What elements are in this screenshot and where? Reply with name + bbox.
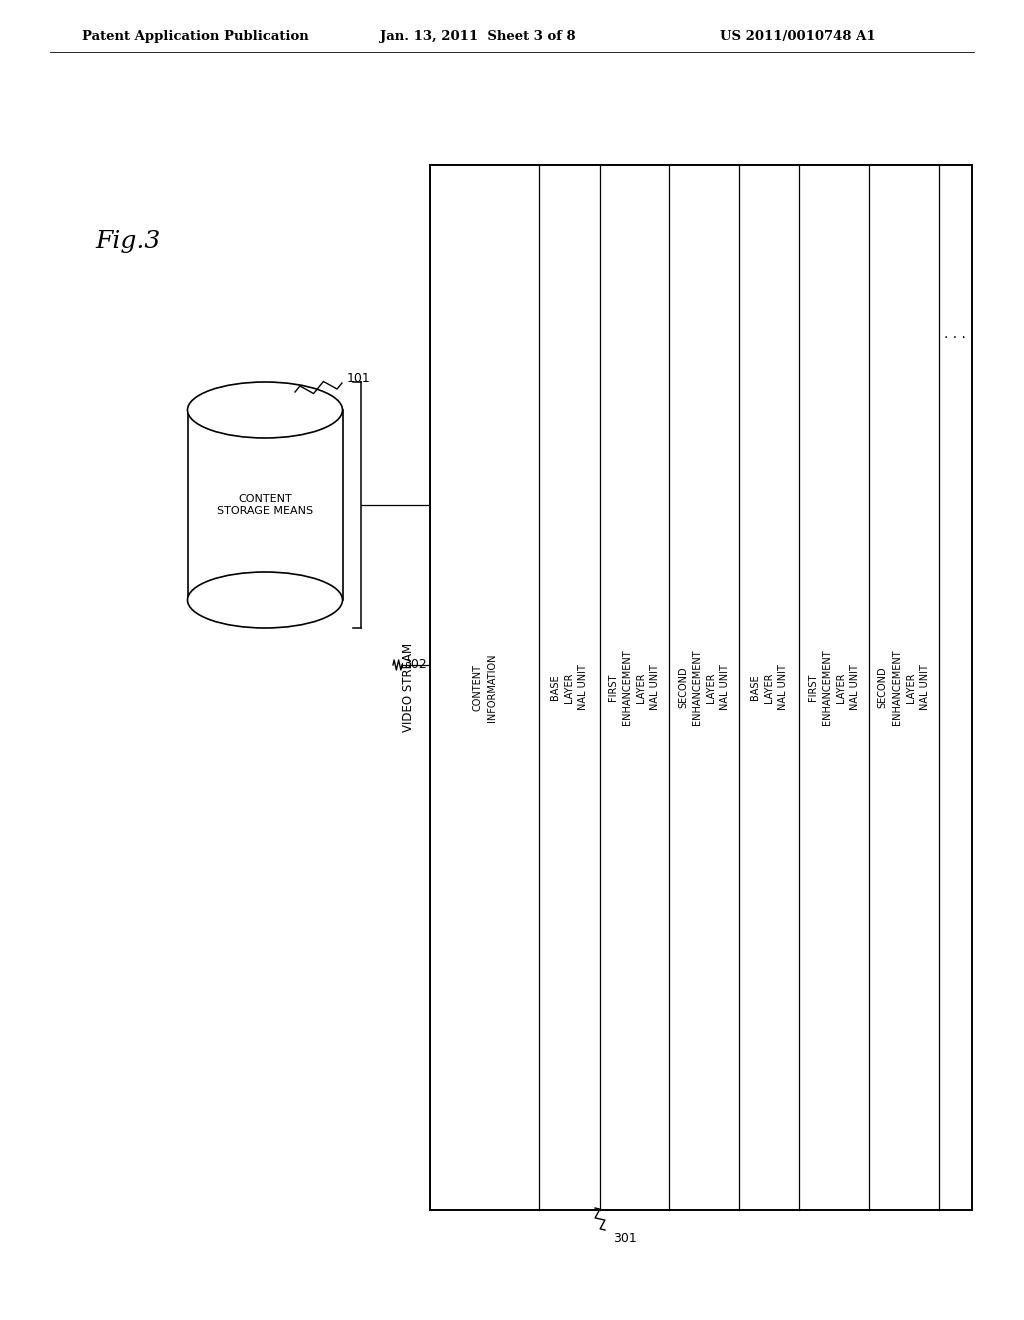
Text: SECOND
ENHANCEMENT
LAYER
NAL UNIT: SECOND ENHANCEMENT LAYER NAL UNIT: [878, 649, 930, 725]
Text: Jan. 13, 2011  Sheet 3 of 8: Jan. 13, 2011 Sheet 3 of 8: [380, 30, 575, 44]
Text: BASE
LAYER
NAL UNIT: BASE LAYER NAL UNIT: [550, 664, 588, 710]
Text: FIRST
ENHANCEMENT
LAYER
NAL UNIT: FIRST ENHANCEMENT LAYER NAL UNIT: [608, 649, 660, 725]
Bar: [430, 165, 972, 1210]
Text: CONTENT
STORAGE MEANS: CONTENT STORAGE MEANS: [217, 494, 313, 516]
Text: CONTENT
INFORMATION: CONTENT INFORMATION: [472, 653, 497, 722]
Text: FIRST
ENHANCEMENT
LAYER
NAL UNIT: FIRST ENHANCEMENT LAYER NAL UNIT: [808, 649, 860, 725]
Text: 101: 101: [347, 371, 371, 384]
Text: Fig.3: Fig.3: [95, 230, 160, 253]
Text: · · ·: · · ·: [944, 330, 967, 345]
Text: BASE
LAYER
NAL UNIT: BASE LAYER NAL UNIT: [751, 664, 788, 710]
Text: 301: 301: [613, 1232, 637, 1245]
Text: US 2011/0010748 A1: US 2011/0010748 A1: [720, 30, 876, 44]
Ellipse shape: [187, 381, 342, 438]
Text: 302: 302: [403, 659, 427, 672]
Text: VIDEO STREAM: VIDEO STREAM: [401, 643, 415, 733]
Ellipse shape: [187, 572, 342, 628]
Text: Patent Application Publication: Patent Application Publication: [82, 30, 309, 44]
Bar: [187, 411, 342, 601]
Text: SECOND
ENHANCEMENT
LAYER
NAL UNIT: SECOND ENHANCEMENT LAYER NAL UNIT: [678, 649, 730, 725]
